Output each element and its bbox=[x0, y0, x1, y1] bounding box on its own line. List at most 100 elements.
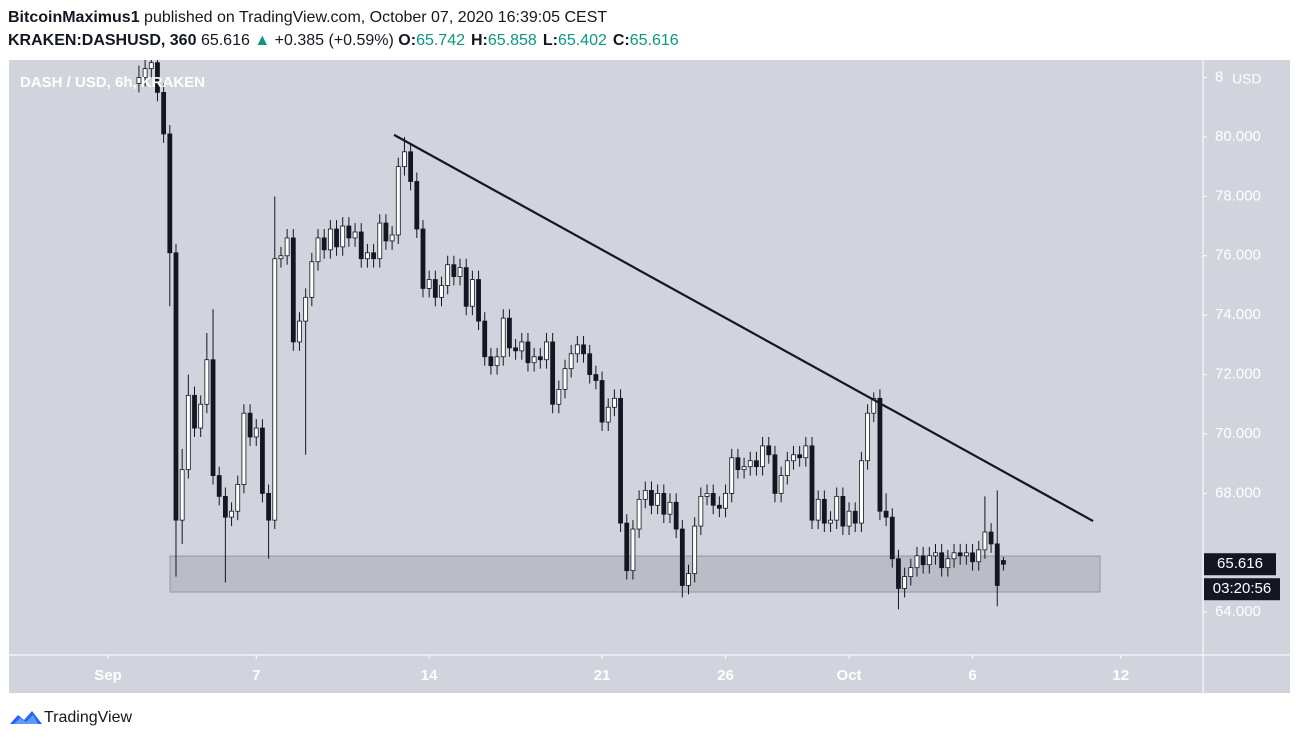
candle-body bbox=[247, 412, 253, 438]
x-tick-label: 7 bbox=[252, 667, 260, 684]
candle-body bbox=[735, 457, 741, 471]
candle-body bbox=[970, 552, 975, 563]
countdown-box bbox=[1204, 578, 1280, 601]
candle-body bbox=[272, 258, 278, 521]
candle-body bbox=[426, 279, 432, 289]
candle-body bbox=[581, 344, 586, 355]
candle-body bbox=[315, 237, 321, 263]
last-price-box bbox=[1204, 553, 1276, 576]
candle-body bbox=[389, 234, 395, 242]
candle-body bbox=[612, 397, 617, 408]
candle-body bbox=[760, 445, 766, 468]
candle-body bbox=[710, 493, 716, 506]
candle-body bbox=[161, 91, 167, 135]
plot bbox=[136, 60, 1101, 610]
candle-body bbox=[791, 454, 796, 462]
candle-body bbox=[605, 406, 611, 423]
candle-body bbox=[235, 484, 241, 512]
candle-body bbox=[877, 397, 883, 512]
candle-body bbox=[229, 510, 234, 518]
candle-body bbox=[679, 528, 685, 586]
candle-body bbox=[260, 427, 265, 494]
candle-body bbox=[439, 285, 444, 298]
candle-body bbox=[334, 228, 339, 248]
candle-body bbox=[797, 454, 803, 459]
candle-body bbox=[914, 555, 920, 569]
candle-body bbox=[568, 353, 574, 370]
candle-body bbox=[994, 543, 1000, 586]
ohlc-label: H: bbox=[471, 32, 488, 49]
candle-body bbox=[136, 77, 142, 84]
candle-body bbox=[852, 510, 858, 524]
countdown-label: 03:20:56 bbox=[1213, 580, 1271, 597]
candle-body bbox=[395, 166, 401, 236]
candle-body bbox=[902, 576, 908, 589]
candle-body bbox=[673, 501, 679, 530]
symbol: KRAKEN:DASHUSD, 360 bbox=[8, 32, 197, 49]
candle-body bbox=[723, 493, 728, 509]
candle-body bbox=[513, 347, 519, 352]
x-tick-label: 21 bbox=[594, 667, 611, 684]
candle-body bbox=[179, 469, 185, 521]
candle-body bbox=[352, 231, 358, 239]
candle-body bbox=[692, 525, 698, 575]
candle-body bbox=[241, 412, 247, 485]
candle-body bbox=[525, 341, 531, 364]
candle-body bbox=[741, 466, 747, 471]
candle-body bbox=[488, 356, 494, 367]
candle-body bbox=[297, 320, 302, 343]
candle-body bbox=[278, 255, 284, 260]
candle-body bbox=[686, 573, 691, 586]
ohlc-value: 65.742 bbox=[416, 32, 465, 49]
y-tick-label: 70.000 bbox=[1215, 425, 1261, 442]
candle-body bbox=[562, 368, 568, 390]
candle-body bbox=[859, 460, 864, 524]
footer: TradingView bbox=[8, 706, 132, 730]
ohlc-value: 65.402 bbox=[557, 32, 607, 49]
candle-body bbox=[865, 412, 870, 462]
candle-body bbox=[821, 498, 827, 524]
candle-body bbox=[649, 490, 654, 506]
candle-body bbox=[222, 495, 228, 518]
x-tick-label: Oct bbox=[837, 667, 862, 684]
candle-body bbox=[951, 552, 957, 560]
candle-body bbox=[494, 356, 500, 367]
y-tick-label: 8 bbox=[1215, 68, 1223, 85]
candle-body bbox=[846, 510, 852, 527]
candle-body bbox=[519, 341, 525, 352]
candle-body bbox=[476, 279, 481, 322]
logo bbox=[10, 711, 42, 724]
candle-body bbox=[587, 353, 593, 375]
candle-body bbox=[809, 445, 815, 521]
candle-body bbox=[957, 552, 963, 557]
candle-body bbox=[402, 151, 407, 168]
ohlc-label: O: bbox=[398, 32, 417, 49]
candle-body bbox=[408, 151, 414, 182]
candle-body bbox=[778, 475, 784, 494]
y-tick-label: 68.000 bbox=[1215, 484, 1261, 501]
candle-body bbox=[661, 493, 667, 515]
candle-body bbox=[383, 222, 389, 242]
candle-body bbox=[537, 356, 543, 361]
candle-body bbox=[945, 558, 951, 569]
candle-body bbox=[155, 62, 160, 93]
candle-body bbox=[803, 445, 809, 459]
ohlc-label: L: bbox=[542, 32, 558, 49]
candle-body bbox=[988, 531, 994, 545]
candle-body bbox=[784, 460, 790, 476]
candle-body bbox=[451, 264, 457, 277]
candle-body bbox=[871, 397, 877, 414]
y-tick-label: 76.000 bbox=[1215, 247, 1261, 264]
candle-body bbox=[457, 267, 463, 277]
y-tick-label: 74.000 bbox=[1215, 306, 1261, 323]
candle-body bbox=[463, 267, 469, 307]
header: BitcoinMaximus1 published on TradingView… bbox=[8, 6, 685, 52]
chart-title: DASH / USD, 6h, KRAKEN bbox=[20, 74, 205, 91]
x-tick-label: Sep bbox=[94, 667, 122, 684]
candle-body bbox=[655, 493, 661, 506]
candle-body bbox=[828, 519, 833, 524]
candle-body bbox=[574, 344, 580, 355]
candle-body bbox=[377, 222, 383, 260]
candle-body bbox=[469, 279, 475, 307]
candle-body bbox=[284, 237, 290, 257]
